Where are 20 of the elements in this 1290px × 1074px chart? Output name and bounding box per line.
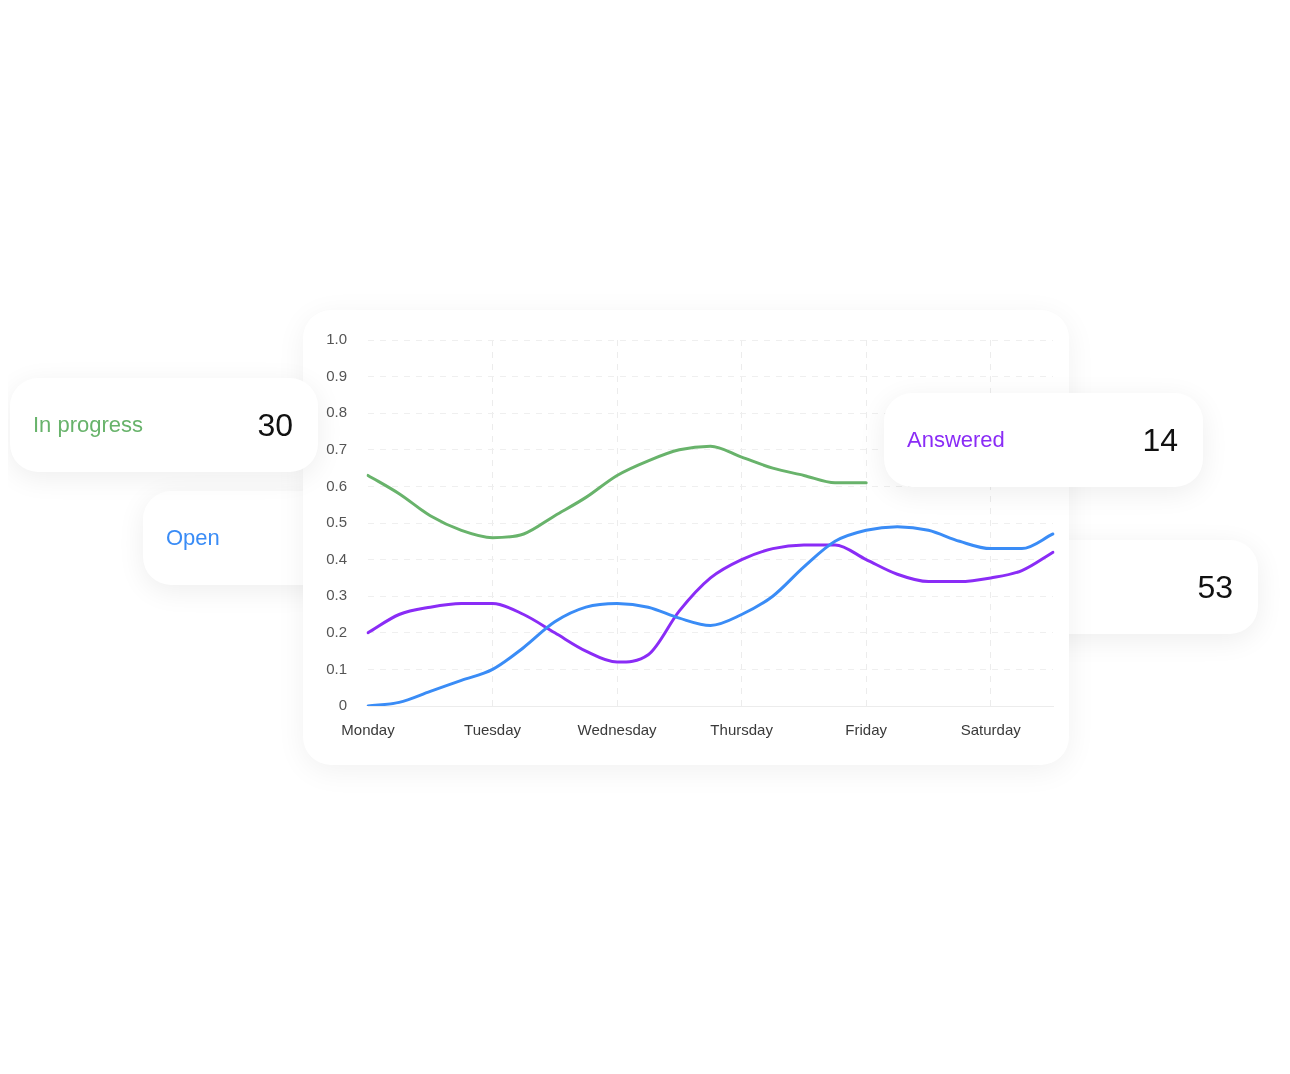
- line-series: [366, 525, 1055, 706]
- x-tick-label: Friday: [845, 721, 888, 739]
- x-tick-label: Tuesday: [464, 721, 522, 739]
- y-tick-label: 0: [338, 696, 347, 714]
- x-tick-label: Thursday: [710, 721, 774, 739]
- line-series: [366, 543, 1055, 664]
- legend-card: In progress 30: [10, 378, 318, 472]
- y-tick-label: 0.9: [326, 366, 347, 384]
- y-tick-label: 0.3: [326, 586, 347, 604]
- y-tick-label: 1.0: [326, 330, 347, 348]
- y-tick-label: 0.6: [326, 476, 347, 494]
- x-tick-label: Saturday: [960, 721, 1022, 739]
- x-tick-label: Monday: [341, 721, 396, 739]
- x-tick-label: Wednesday: [577, 721, 658, 739]
- y-tick-label: 0.1: [326, 659, 347, 677]
- line-series: [366, 444, 868, 540]
- y-tick-label: 0.8: [326, 403, 347, 421]
- y-tick-label: 0.7: [326, 439, 347, 457]
- y-tick-label: 0.2: [326, 622, 347, 640]
- legend-card: Answered 14: [884, 393, 1203, 487]
